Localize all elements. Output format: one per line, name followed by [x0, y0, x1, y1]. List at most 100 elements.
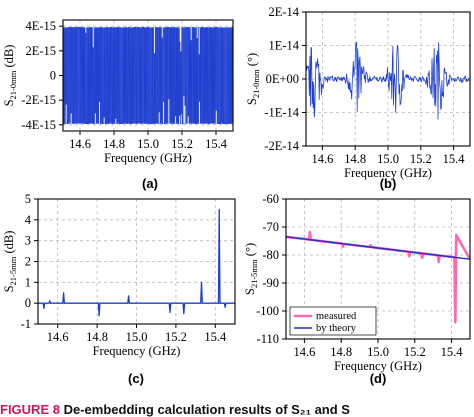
x-tick-label: 15.4 [443, 152, 466, 166]
signal-gap [168, 99, 170, 124]
chart-panel-1: 14.6 14.8 15.0 15.2 15.4 -4E-15 -2E-15 0 2E-15 4E… [2, 19, 234, 191]
data-layer [286, 230, 470, 324]
y-tick-label: 0 [50, 69, 56, 83]
signal-gap [154, 27, 155, 54]
y-label-main: S [2, 99, 16, 106]
y-tick-label: 0 [25, 296, 31, 310]
y-label-unit: (°) [245, 53, 259, 69]
y-tick-label: -100 [256, 304, 279, 318]
data-layer [38, 208, 235, 317]
series-line [63, 27, 233, 124]
y-label-main: S [245, 98, 259, 105]
y-tick-label: -80 [262, 248, 279, 262]
panel-label: (b) [380, 176, 397, 191]
y-tick-label: 4E-15 [25, 19, 56, 33]
chart-panel-3: 14.6 14.8 15.0 15.2 15.4 -1 0 1 2 3 4 5 Frequency (G… [2, 192, 236, 386]
spike-point [128, 295, 130, 297]
y-label-main: S [2, 285, 16, 292]
y-tick-label: -1 [21, 317, 31, 331]
y-label-sub: 21-5mm [8, 256, 18, 285]
x-tick-label: 15.2 [404, 345, 426, 359]
signal-gap [92, 27, 94, 48]
spike-point [183, 312, 185, 315]
theory-line [286, 236, 470, 260]
spike-point [49, 300, 51, 302]
x-axis-label: Frequency (GHz) [93, 344, 181, 358]
x-axis-label: Frequency (GHz) [334, 359, 422, 373]
spike-point [200, 281, 203, 283]
signal-gap [175, 116, 177, 124]
y-tick-label: -90 [262, 276, 279, 290]
spike-point [169, 311, 171, 314]
legend-box [289, 306, 377, 336]
x-tick-label: 15.4 [204, 330, 227, 344]
x-tick-label: 15.2 [165, 330, 187, 344]
y-tick-label: -4E-15 [21, 118, 56, 132]
y-tick-label: 1 [25, 275, 31, 289]
signal-gap [65, 104, 67, 124]
y-tick-label: -70 [262, 220, 279, 234]
panel-label: (c) [128, 371, 144, 386]
signal-gap [198, 27, 200, 55]
panel-label: (d) [370, 371, 387, 386]
y-label-unit: (dB) [2, 45, 16, 71]
y-axis-label: S21-5mm (°) [243, 243, 259, 295]
x-tick-label: 15.0 [137, 137, 159, 151]
signal-gap [85, 27, 87, 33]
x-tick-label: 15.0 [367, 345, 389, 359]
x-tick-label: 15.0 [126, 330, 148, 344]
signal-gap [94, 113, 96, 124]
x-tick-label: 14.8 [86, 330, 108, 344]
data-layer [63, 27, 233, 124]
y-tick-label: -2E-15 [21, 93, 56, 107]
x-tick-label: 15.4 [441, 345, 464, 359]
x-axis-label: Frequency (GHz) [104, 151, 192, 165]
x-tick-label: 14.8 [103, 137, 125, 151]
x-tick-label: 14.8 [330, 345, 352, 359]
signal-gap [179, 27, 181, 42]
panel-label: (a) [142, 176, 158, 191]
y-tick-label: -110 [257, 332, 279, 346]
caption-text: De-embedding calculation results of S₂₁ … [63, 402, 350, 417]
y-tick-label: -60 [262, 192, 279, 206]
signal-gap [115, 118, 117, 124]
x-tick-label: 15.4 [205, 137, 228, 151]
y-tick-label: -1E-14 [264, 106, 299, 120]
data-layer [306, 41, 470, 120]
signal-gap [99, 101, 100, 124]
y-label-unit: (°) [243, 243, 257, 259]
spike-point [63, 292, 65, 294]
x-tick-label: 14.6 [311, 152, 333, 166]
y-tick-label: 3 [25, 234, 31, 248]
spike-point [218, 208, 220, 211]
x-tick-label: 15.2 [171, 137, 193, 151]
y-tick-label: 1E-14 [268, 39, 299, 53]
signal-gap [180, 27, 182, 52]
y-label-sub: 21-0mm [251, 69, 261, 98]
signal-gap [180, 114, 182, 124]
signal-gap [179, 116, 180, 124]
x-tick-label: 14.6 [293, 345, 315, 359]
signal-gap [183, 95, 185, 124]
chart-panel-2: 14.6 14.8 15.0 15.2 15.4 -2E-14 -1E-14 0E+00 1E-… [245, 5, 471, 191]
spike-point [224, 306, 226, 308]
series-line [306, 41, 470, 120]
signal-gap [70, 113, 72, 124]
x-tick-label: 14.6 [69, 137, 91, 151]
signal-gap [103, 117, 105, 124]
y-axis-label: S21-0mm (°) [245, 53, 261, 105]
y-tick-label: 0E+00 [266, 72, 299, 86]
y-label-sub: 21-0mm [8, 70, 18, 99]
spike-point [43, 307, 45, 309]
y-axis-label: S21-5mm (dB) [2, 231, 18, 293]
legend-label-measured: measured [316, 311, 357, 322]
spike-point [98, 315, 100, 317]
legend-label-theory: by theory [316, 323, 357, 334]
signal-gap [162, 101, 164, 124]
caption-lead: FIGURE 8 [0, 402, 60, 417]
y-tick-label: 5 [25, 192, 31, 206]
y-tick-label: -2E-14 [264, 139, 299, 153]
